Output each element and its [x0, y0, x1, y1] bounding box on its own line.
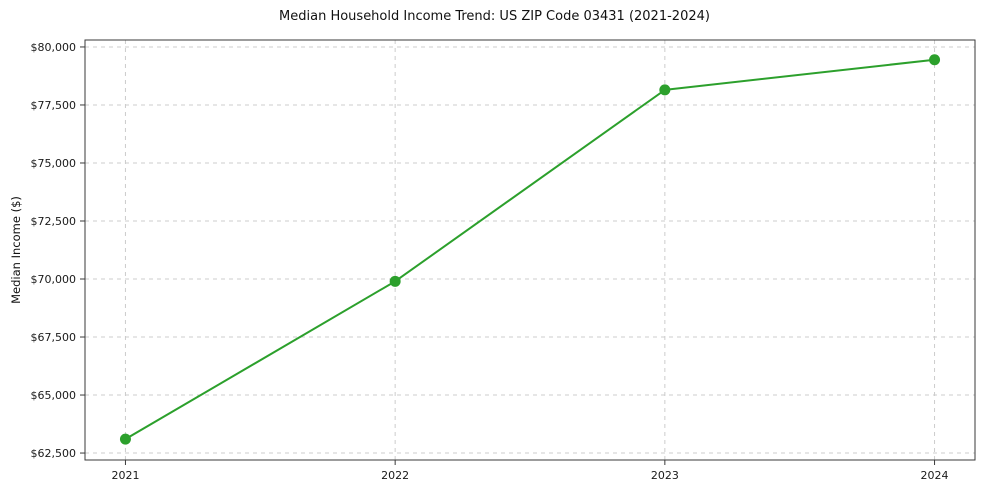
gridlines — [85, 40, 975, 460]
chart-title: Median Household Income Trend: US ZIP Co… — [279, 9, 710, 24]
x-tick-label: 2022 — [381, 469, 409, 482]
data-point-marker — [119, 433, 131, 445]
y-tick-label: $65,000 — [31, 389, 77, 402]
x-tick-label: 2024 — [921, 469, 949, 482]
y-tick-label: $67,500 — [31, 331, 77, 344]
data-point-marker — [929, 54, 941, 66]
y-tick-label: $80,000 — [31, 41, 77, 54]
x-tick-label: 2023 — [651, 469, 679, 482]
x-tick-label: 2021 — [111, 469, 139, 482]
y-tick-label: $72,500 — [31, 215, 77, 228]
axes-spines — [84, 39, 976, 461]
plot-border — [84, 39, 976, 461]
y-tick-label: $77,500 — [31, 99, 77, 112]
data-point-marker — [389, 275, 401, 287]
data-layer — [119, 54, 941, 445]
ticks — [80, 46, 936, 465]
y-tick-label: $62,500 — [31, 447, 77, 460]
data-point-marker — [659, 84, 671, 96]
y-tick-label: $75,000 — [31, 157, 77, 170]
tick-labels: $62,500 $65,000 $67,500 $70,000 $72,500 $75,0… — [31, 41, 949, 482]
y-tick-label: $70,000 — [31, 273, 77, 286]
income-trend-line — [124, 58, 936, 441]
